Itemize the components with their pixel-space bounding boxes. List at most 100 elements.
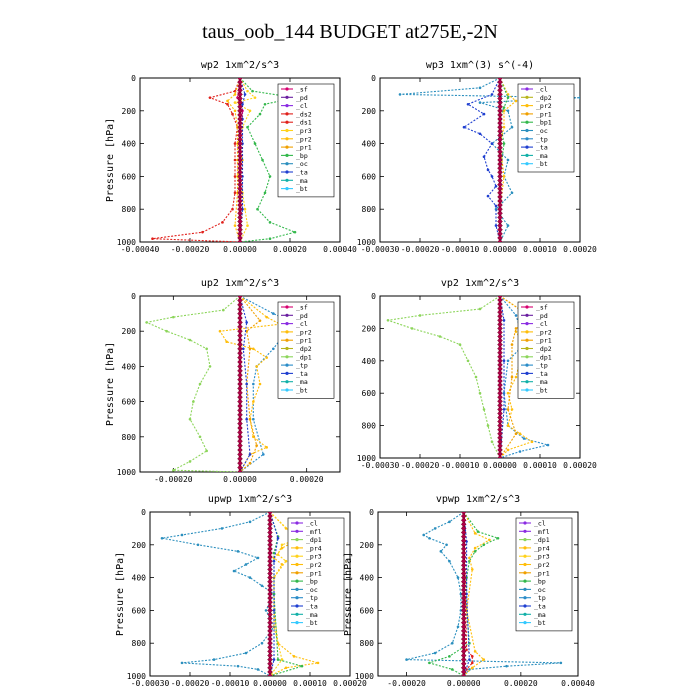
legend-entry: _pr1: [536, 337, 552, 345]
series-marker-residual: [237, 420, 243, 427]
series-marker-oc: [236, 550, 240, 553]
legend-marker: [285, 330, 289, 334]
series-marker-bp: [268, 237, 272, 241]
series-marker-dp1: [165, 329, 168, 333]
series-marker-pr1: [510, 343, 514, 346]
series-marker-pr2: [265, 315, 268, 319]
series-marker-dp1: [205, 449, 208, 453]
legend-entry: _pr1: [534, 569, 550, 577]
series-marker-residual: [267, 656, 273, 663]
x-tick-label: 0.00020: [333, 679, 367, 688]
series-marker-pr2: [292, 655, 296, 658]
series-marker-residual: [497, 128, 503, 135]
series-marker-residual: [497, 107, 503, 114]
series-marker-dp1: [466, 359, 470, 363]
y-axis-label: Pressure [hPa]: [343, 552, 354, 636]
series-marker-residual: [497, 87, 503, 94]
legend-entry: _bt: [296, 185, 308, 193]
series-marker-ta: [478, 132, 482, 136]
x-tick-label: -0.00020: [154, 475, 193, 484]
legend-entry: _ta: [296, 169, 308, 177]
y-tick-label: 0: [141, 508, 146, 517]
series-marker-ds2: [151, 237, 154, 241]
series-marker-residual: [237, 124, 243, 131]
series-marker-oc: [445, 543, 448, 547]
series-marker-oc: [248, 576, 252, 579]
legend-marker: [295, 571, 299, 575]
legend-entry: _tp: [306, 594, 318, 602]
series-marker-tp: [546, 443, 550, 447]
series-marker-residual: [237, 140, 243, 147]
series-marker-ta: [272, 658, 276, 661]
y-tick-label: 600: [362, 172, 377, 181]
legend-entry: _ta: [536, 144, 548, 152]
x-tick-label: 0.00020: [273, 245, 307, 254]
series-marker-residual: [460, 603, 467, 610]
series-line-pr2: [463, 512, 491, 676]
series-marker-residual: [237, 301, 243, 308]
series-marker-residual: [460, 525, 467, 532]
series-marker-bp: [272, 551, 276, 555]
legend-marker: [285, 355, 289, 359]
series-marker-pr1: [258, 319, 262, 322]
series-marker-residual: [497, 438, 503, 445]
y-tick-label: 200: [362, 107, 377, 116]
legend-entry: _oc: [536, 127, 548, 135]
y-tick-label: 400: [132, 574, 147, 583]
series-marker-ta: [494, 224, 498, 227]
series-marker-pr2: [284, 666, 288, 670]
series-marker-residual: [497, 370, 503, 376]
series-marker-pr1: [506, 408, 510, 411]
series-marker-residual: [267, 533, 273, 540]
series-marker-oc: [505, 664, 508, 668]
chart-panel-5: upwp 1xm^2/s^3 Pressure [hPa] 0 200 400 600 80…: [115, 494, 367, 688]
x-tick-label: -0.00020: [387, 679, 426, 688]
series-marker-bp: [450, 668, 454, 671]
series-marker-oc: [260, 584, 264, 588]
legend-entry: _cl: [296, 102, 308, 110]
series-marker-residual: [237, 198, 243, 204]
series-marker-ta: [502, 359, 506, 363]
series-marker-residual: [237, 328, 243, 335]
series-marker-residual: [237, 310, 243, 317]
series-marker-residual: [267, 619, 273, 626]
series-marker-ds2: [226, 102, 229, 106]
legend-entry: _pr3: [296, 127, 312, 135]
series-marker-residual: [237, 87, 243, 94]
series-marker-bp: [428, 661, 431, 665]
series-marker-residual: [237, 429, 243, 436]
series-marker-residual: [460, 607, 467, 614]
series-marker-residual: [237, 136, 243, 143]
legend-entry: _tp: [296, 362, 308, 370]
legend-entry: _pr4: [534, 544, 550, 552]
legend-entry: _ta: [534, 603, 546, 611]
series-marker-pr2: [506, 448, 510, 452]
legend-marker: [523, 529, 527, 533]
y-tick-label: 1000: [127, 672, 146, 681]
legend-entry: _mfl: [534, 528, 550, 536]
series-marker-pr1: [510, 375, 514, 379]
series-marker-oc: [212, 658, 216, 661]
series-marker-residual: [497, 148, 503, 155]
series-marker-ds2: [231, 112, 234, 116]
series-marker-bp: [448, 655, 451, 658]
series-marker-ds2: [233, 158, 237, 162]
series-marker-residual: [237, 296, 243, 299]
series-marker-ta: [242, 347, 245, 351]
series-marker-pr2: [488, 538, 491, 542]
legend-marker: [295, 538, 299, 542]
series-marker-oc: [180, 533, 184, 537]
y-tick-label: 600: [122, 172, 137, 181]
series-marker-residual: [267, 529, 273, 536]
plot-frame: [379, 77, 581, 243]
series-marker-oc: [433, 651, 437, 655]
series-marker-oc: [468, 668, 471, 671]
series-marker-ta: [248, 453, 252, 456]
series-marker-residual: [497, 116, 503, 122]
series-marker-residual: [267, 591, 273, 597]
legend-entry: _ma: [296, 177, 308, 185]
series-marker-residual: [497, 194, 503, 200]
series-marker-residual: [460, 615, 467, 622]
series-marker-residual: [460, 591, 467, 597]
